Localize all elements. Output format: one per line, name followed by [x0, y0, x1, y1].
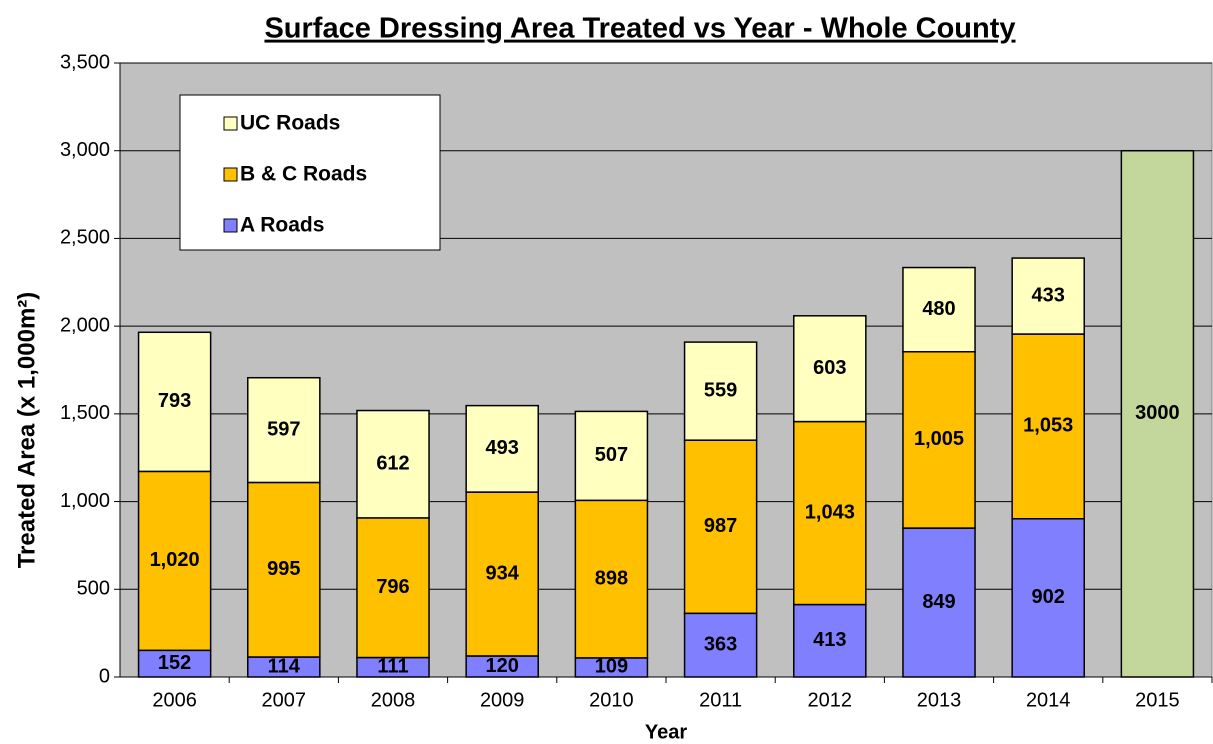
- data-label: 493: [486, 437, 519, 459]
- data-label: 111: [377, 656, 408, 678]
- y-axis-title: Treated Area (x 1,000m²): [13, 292, 40, 569]
- data-label: 507: [595, 444, 628, 466]
- legend-swatch: [223, 218, 238, 233]
- y-tick-label: 3,500: [60, 51, 110, 73]
- bar-segment: [356, 517, 430, 659]
- data-label: 1,053: [1023, 415, 1073, 437]
- bar-segment: [902, 527, 976, 678]
- bar-segment: [137, 470, 212, 652]
- bar-segment: [793, 603, 867, 678]
- data-label: 363: [704, 633, 737, 655]
- data-label: 934: [486, 562, 520, 584]
- bar-segment: [793, 315, 867, 423]
- data-label: 995: [267, 558, 300, 580]
- y-tick-label: 500: [77, 578, 110, 600]
- data-label: 120: [486, 655, 519, 677]
- x-tick-label: 2013: [917, 689, 962, 711]
- legend-box: [179, 94, 441, 251]
- x-tick-label: 2014: [1026, 689, 1071, 711]
- data-label: 793: [158, 390, 191, 412]
- y-tick-label: 1,000: [60, 490, 110, 512]
- data-label: 898: [595, 567, 628, 589]
- data-label: 849: [922, 591, 955, 613]
- y-tick-label: 3,000: [60, 139, 110, 161]
- data-label: 109: [595, 656, 628, 678]
- bar-segment: [793, 420, 867, 606]
- legend-swatch: [223, 167, 238, 182]
- x-tick-label: 2010: [589, 689, 634, 711]
- data-label: 1,043: [805, 501, 855, 523]
- legend-label: A Roads: [240, 214, 324, 237]
- data-label: 433: [1032, 284, 1065, 306]
- data-label: 796: [376, 576, 409, 598]
- data-label: 413: [813, 629, 846, 651]
- x-tick-label: 2007: [262, 689, 307, 711]
- bar-segment: [902, 351, 976, 529]
- x-tick-label: 2012: [808, 689, 853, 711]
- bar-segment: [247, 376, 321, 484]
- data-label: 612: [376, 452, 409, 474]
- x-tick-label: 2015: [1135, 689, 1180, 711]
- y-tick-label: 2,000: [60, 314, 110, 336]
- data-label: 114: [268, 655, 301, 677]
- bar-segment: [137, 331, 212, 473]
- x-tick-label: 2009: [480, 689, 525, 711]
- x-tick-label: 2011: [699, 689, 742, 711]
- data-label: 603: [813, 357, 846, 379]
- bar-segment: [683, 341, 758, 441]
- chart-title: Surface Dressing Area Treated vs Year - …: [264, 13, 1015, 45]
- bar-segment: [1011, 257, 1085, 335]
- y-tick-label: 2,500: [60, 227, 110, 249]
- data-label: 597: [267, 418, 300, 440]
- data-label: 559: [704, 379, 737, 401]
- y-tick-label: 1,500: [60, 402, 110, 424]
- bar-segment: [574, 499, 649, 659]
- bar-segment: [1011, 333, 1085, 520]
- data-label: 3000: [1135, 402, 1180, 424]
- x-tick-label: 2008: [371, 689, 416, 711]
- legend-swatch: [223, 116, 238, 131]
- bar-segment: [465, 404, 539, 493]
- bar-segment: [574, 410, 649, 502]
- bar-segment: [1120, 149, 1195, 678]
- y-tick-label: 0: [99, 665, 110, 687]
- legend-label: UC Roads: [240, 112, 340, 135]
- bar-segment: [356, 409, 430, 519]
- legend-label: B & C Roads: [240, 163, 367, 186]
- bar-segment: [465, 491, 539, 657]
- data-label: 480: [922, 298, 955, 320]
- bar-segment: [137, 649, 212, 678]
- data-label: 152: [158, 652, 191, 674]
- data-label: 987: [704, 515, 737, 537]
- data-label: 902: [1032, 586, 1065, 608]
- bar-segment: [247, 481, 321, 658]
- bar-segment: [902, 266, 976, 353]
- bar-segment: [683, 439, 758, 615]
- data-label: 1,020: [150, 549, 200, 571]
- x-axis-title: Year: [645, 721, 687, 743]
- data-label: 1,005: [914, 428, 964, 450]
- x-tick-label: 2006: [152, 689, 197, 711]
